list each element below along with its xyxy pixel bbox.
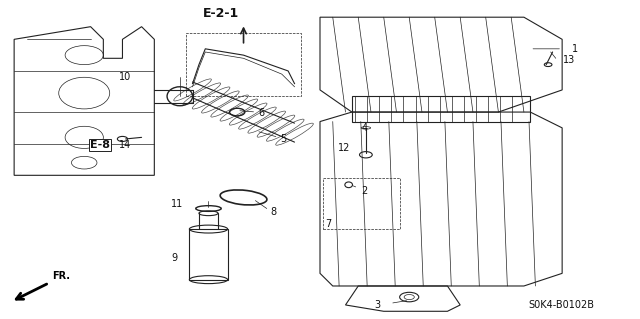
Text: 8: 8 — [270, 207, 276, 217]
Text: 14: 14 — [119, 140, 132, 150]
Text: 10: 10 — [119, 72, 132, 82]
Text: FR.: FR. — [52, 271, 70, 281]
Text: 2: 2 — [362, 186, 367, 196]
Text: S0K4-B0102B: S0K4-B0102B — [528, 300, 594, 310]
Text: 9: 9 — [171, 253, 177, 263]
Text: 13: 13 — [563, 55, 575, 65]
Text: 11: 11 — [171, 199, 183, 209]
Text: 4: 4 — [362, 123, 367, 133]
Text: 7: 7 — [325, 219, 332, 229]
Text: 12: 12 — [338, 144, 351, 153]
Bar — [186, 33, 301, 96]
Text: 1: 1 — [572, 44, 578, 54]
Text: E-8: E-8 — [90, 140, 110, 150]
Bar — [352, 96, 531, 122]
Text: 3: 3 — [374, 300, 381, 310]
Text: 6: 6 — [258, 108, 264, 118]
Text: E-2-1: E-2-1 — [203, 7, 239, 20]
Bar — [323, 178, 399, 229]
Text: 5: 5 — [280, 134, 287, 144]
Bar — [189, 229, 228, 280]
